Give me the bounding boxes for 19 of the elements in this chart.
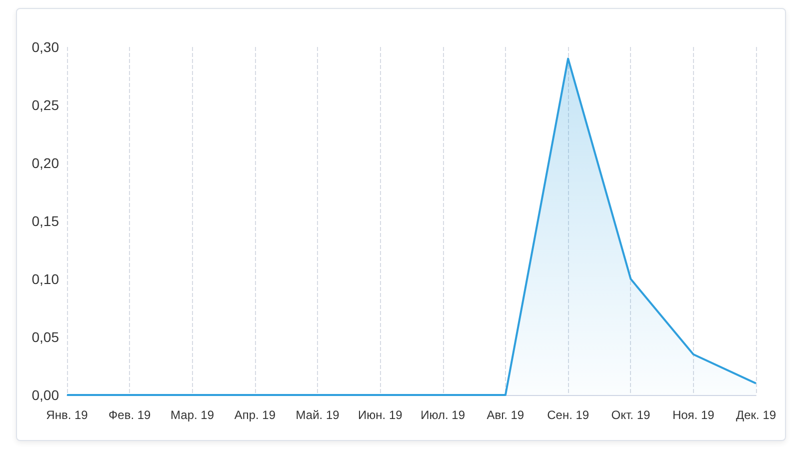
x-tick-label: Дек. 19: [736, 408, 776, 422]
x-tick-label: Мар. 19: [170, 408, 214, 422]
x-tick-label: Фев. 19: [108, 408, 152, 422]
x-tick-label: Июл. 19: [420, 408, 466, 422]
x-tick-label: Янв. 19: [46, 408, 88, 422]
y-tick-label: 0,25: [32, 97, 60, 113]
x-tick-label: Май. 19: [296, 408, 340, 422]
x-tick-label: Авг. 19: [486, 408, 524, 422]
y-tick-label: 0,20: [32, 155, 60, 171]
x-tick-label: Июн. 19: [358, 408, 403, 422]
y-tick-label: 0,00: [32, 387, 60, 403]
y-tick-label: 0,30: [32, 39, 60, 55]
x-tick-label: Апр. 19: [234, 408, 276, 422]
x-tick-label: Ноя. 19: [672, 408, 715, 422]
y-tick-label: 0,15: [32, 213, 60, 229]
y-tick-label: 0,10: [32, 271, 60, 287]
y-tick-label: 0,05: [32, 329, 60, 345]
x-tick-label: Окт. 19: [611, 408, 650, 422]
x-tick-label: Сен. 19: [547, 408, 590, 422]
